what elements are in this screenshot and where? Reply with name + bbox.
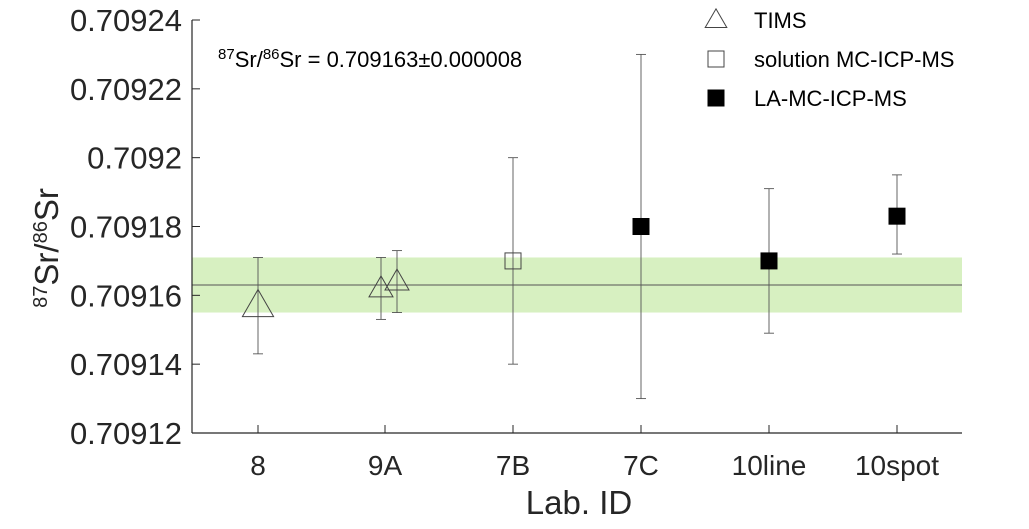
data-point-square-filled xyxy=(760,252,778,270)
legend-label: solution MC-ICP-MS xyxy=(754,47,954,72)
y-tick-label: 0.7092 xyxy=(87,141,182,176)
x-tick-label: 7B xyxy=(496,450,530,481)
data-point-square-filled xyxy=(888,207,906,225)
data-point-triangle-open xyxy=(241,288,275,318)
y-tick-label: 0.70916 xyxy=(70,278,182,313)
x-tick-label: 10line xyxy=(732,450,807,481)
data-point-triangle-open xyxy=(384,268,410,291)
y-tick-label: 0.70924 xyxy=(70,3,182,38)
x-tick-label: 8 xyxy=(250,450,266,481)
y-tick-label: 0.70914 xyxy=(70,347,182,382)
legend-marker-triangle-open xyxy=(704,7,728,29)
data-point-square-filled xyxy=(632,218,650,235)
x-tick-label: 7C xyxy=(623,450,659,481)
y-axis-ticks: 0.70912 0.70914 0.70916 0.70918 0.7092 0.7092… xyxy=(70,3,200,451)
reference-annotation: 87Sr/86Sr = 0.709163±0.000008 xyxy=(218,46,522,73)
y-tick-label: 0.70918 xyxy=(70,210,182,245)
data-point-square-open xyxy=(504,252,522,270)
x-axis-ticks: 8 9A 7B 7C 10line 10spot xyxy=(250,425,939,481)
data-markers xyxy=(241,207,906,318)
legend-marker-square-filled xyxy=(707,89,725,107)
legend-marker-square-open xyxy=(707,50,725,68)
legend: TIMS solution MC-ICP-MS LA-MC-ICP-MS xyxy=(704,7,954,111)
legend-label: TIMS xyxy=(754,8,807,33)
x-axis-title: Lab. ID xyxy=(526,484,632,521)
y-axis-title: 87Sr/86Sr xyxy=(28,188,65,308)
x-tick-label: 9A xyxy=(368,450,403,481)
y-tick-label: 0.70922 xyxy=(70,72,182,107)
legend-label: LA-MC-ICP-MS xyxy=(754,86,907,111)
y-tick-label: 0.70912 xyxy=(70,416,182,451)
axes xyxy=(191,20,962,434)
x-tick-label: 10spot xyxy=(855,450,939,481)
